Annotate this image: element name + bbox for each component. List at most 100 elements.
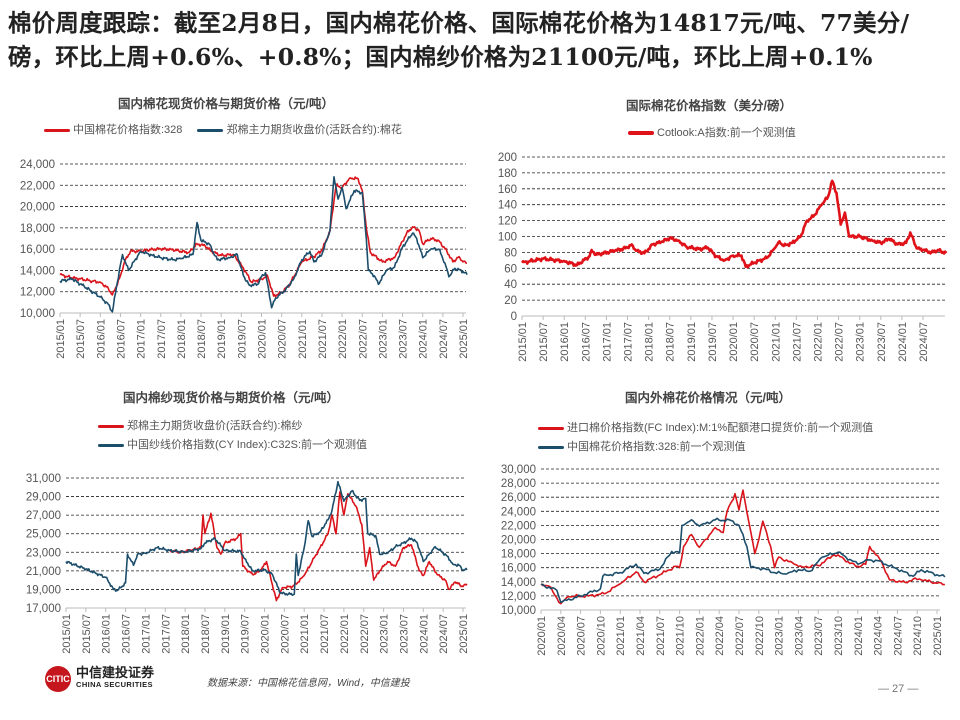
x-tick-label: 2016/01 xyxy=(559,322,571,362)
x-tick-label: 2023/01 xyxy=(377,319,389,359)
y-tick-label: 14,000 xyxy=(20,265,55,277)
x-tick-label: 2021/07 xyxy=(319,614,331,654)
series-line xyxy=(169,491,468,602)
x-tick-label: 2022/01 xyxy=(812,322,824,362)
y-tick-label: 140 xyxy=(498,200,517,212)
x-tick-label: 2017/07 xyxy=(160,614,172,654)
y-tick-label: 0 xyxy=(511,311,517,323)
legend-label: 进口棉价格指数(FC Index):M:1%配额港口提货价:前一个观测值 xyxy=(567,422,874,434)
y-tick-label: 20 xyxy=(504,295,517,307)
series-line xyxy=(59,176,468,298)
x-tick-label: 2024/07 xyxy=(918,322,930,362)
y-tick-label: 29,000 xyxy=(26,492,61,504)
x-tick-label: 2023/07 xyxy=(398,614,410,654)
x-tick-label: 2015/01 xyxy=(61,614,73,654)
chart1-title: 国内棉花现货价格与期货价格（元/吨） xyxy=(118,97,334,111)
x-tick-label: 2024/01 xyxy=(853,616,865,656)
y-tick-label: 16,000 xyxy=(501,563,536,575)
x-tick-label: 2024/01 xyxy=(418,614,430,654)
page-number: — 27 — xyxy=(878,683,919,695)
x-tick-label: 2020/10 xyxy=(595,616,607,656)
x-tick-label: 2018/07 xyxy=(665,322,677,362)
y-tick-label: 17,000 xyxy=(26,603,61,615)
y-tick-label: 25,000 xyxy=(26,529,61,541)
x-tick-label: 2024/04 xyxy=(873,616,885,656)
y-tick-label: 100 xyxy=(498,232,517,244)
x-tick-label: 2019/01 xyxy=(686,322,698,362)
y-tick-label: 14,000 xyxy=(501,577,536,589)
x-tick-label: 2020/01 xyxy=(536,616,548,656)
x-tick-label: 2024/07 xyxy=(438,319,450,359)
y-tick-label: 21,000 xyxy=(26,566,61,578)
x-tick-label: 2019/01 xyxy=(220,614,232,654)
x-tick-label: 2022/07 xyxy=(357,319,369,359)
y-tick-label: 120 xyxy=(498,216,517,228)
x-tick-label: 2023/10 xyxy=(833,616,845,656)
y-tick-label: 16,000 xyxy=(20,244,55,256)
x-tick-label: 2020/01 xyxy=(728,322,740,362)
x-tick-label: 2016/07 xyxy=(121,614,133,654)
x-tick-label: 2020/07 xyxy=(576,616,588,656)
chart4-title: 国内外棉花价格情况（元/吨） xyxy=(625,391,791,405)
series-line xyxy=(540,489,945,605)
x-tick-label: 2025/01 xyxy=(458,614,470,654)
x-tick-label: 2022/07 xyxy=(734,616,746,656)
x-tick-label: 2021/01 xyxy=(297,319,309,359)
x-tick-label: 2018/01 xyxy=(180,614,192,654)
chart3-legend: 郑棉主力期货收盘价(活跃合约):棉纱 中国纱线价格指数(CY Index):C3… xyxy=(98,417,367,455)
x-tick-label: 2019/07 xyxy=(707,322,719,362)
legend-label: Cotlook:A指数:前一个观测值 xyxy=(657,127,796,139)
y-tick-label: 24,000 xyxy=(20,159,55,171)
x-tick-label: 2019/07 xyxy=(240,614,252,654)
x-tick-label: 2020/07 xyxy=(277,319,289,359)
x-tick-label: 2025/01 xyxy=(458,319,470,359)
x-tick-label: 2022/07 xyxy=(359,614,371,654)
chart4-legend: 进口棉价格指数(FC Index):M:1%配额港口提货价:前一个观测值 中国棉… xyxy=(538,419,873,457)
x-tick-label: 2022/01 xyxy=(337,319,349,359)
y-tick-label: 22,000 xyxy=(501,520,536,532)
legend-label: 郑棉主力期货收盘价(活跃合约):棉纱 xyxy=(127,420,303,432)
legend-item: 中国棉花价格指数:328 xyxy=(44,124,182,136)
x-tick-label: 2022/01 xyxy=(694,616,706,656)
legend-label: 郑棉主力期货收盘价(活跃合约):棉花 xyxy=(226,124,402,136)
x-tick-label: 2020/01 xyxy=(260,614,272,654)
chart2-legend: Cotlook:A指数:前一个观测值 xyxy=(628,124,808,143)
x-tick-label: 2022/10 xyxy=(754,616,766,656)
x-tick-label: 2017/01 xyxy=(601,322,613,362)
x-tick-label: 2023/01 xyxy=(855,322,867,362)
x-tick-label: 2015/01 xyxy=(517,322,529,362)
series-line xyxy=(540,517,946,604)
y-tick-label: 180 xyxy=(498,168,517,180)
legend-label: 中国棉花价格指数:328:前一个观测值 xyxy=(567,441,746,453)
x-tick-label: 2017/07 xyxy=(156,319,168,359)
x-tick-label: 2020/04 xyxy=(556,616,568,656)
series-line xyxy=(59,176,468,313)
y-tick-label: 12,000 xyxy=(501,591,536,603)
logo-cn: 中信建投证券 xyxy=(76,665,155,680)
y-tick-label: 10,000 xyxy=(20,308,55,320)
legend-item: 进口棉价格指数(FC Index):M:1%配额港口提货价:前一个观测值 xyxy=(538,419,873,438)
x-tick-label: 2020/07 xyxy=(279,614,291,654)
x-tick-label: 2018/01 xyxy=(176,319,188,359)
x-tick-label: 2015/07 xyxy=(75,319,87,359)
x-tick-label: 2016/07 xyxy=(115,319,127,359)
x-tick-label: 2021/01 xyxy=(615,616,627,656)
x-tick-label: 2021/04 xyxy=(635,616,647,656)
x-tick-label: 2018/07 xyxy=(200,614,212,654)
logo-icon: CITIC xyxy=(45,666,71,692)
x-tick-label: 2022/04 xyxy=(714,616,726,656)
x-tick-label: 2018/01 xyxy=(644,322,656,362)
x-tick-label: 2023/04 xyxy=(793,616,805,656)
x-tick-label: 2017/01 xyxy=(140,614,152,654)
x-tick-label: 2020/07 xyxy=(749,322,761,362)
x-tick-label: 2016/07 xyxy=(580,322,592,362)
x-tick-label: 2023/07 xyxy=(876,322,888,362)
x-tick-label: 2016/01 xyxy=(101,614,113,654)
x-tick-label: 2021/10 xyxy=(675,616,687,656)
y-tick-label: 28,000 xyxy=(501,478,536,490)
x-tick-label: 2017/07 xyxy=(623,322,635,362)
x-tick-label: 2023/01 xyxy=(774,616,786,656)
y-tick-label: 20,000 xyxy=(501,535,536,547)
x-tick-label: 2017/01 xyxy=(136,319,148,359)
series-line xyxy=(65,480,468,597)
